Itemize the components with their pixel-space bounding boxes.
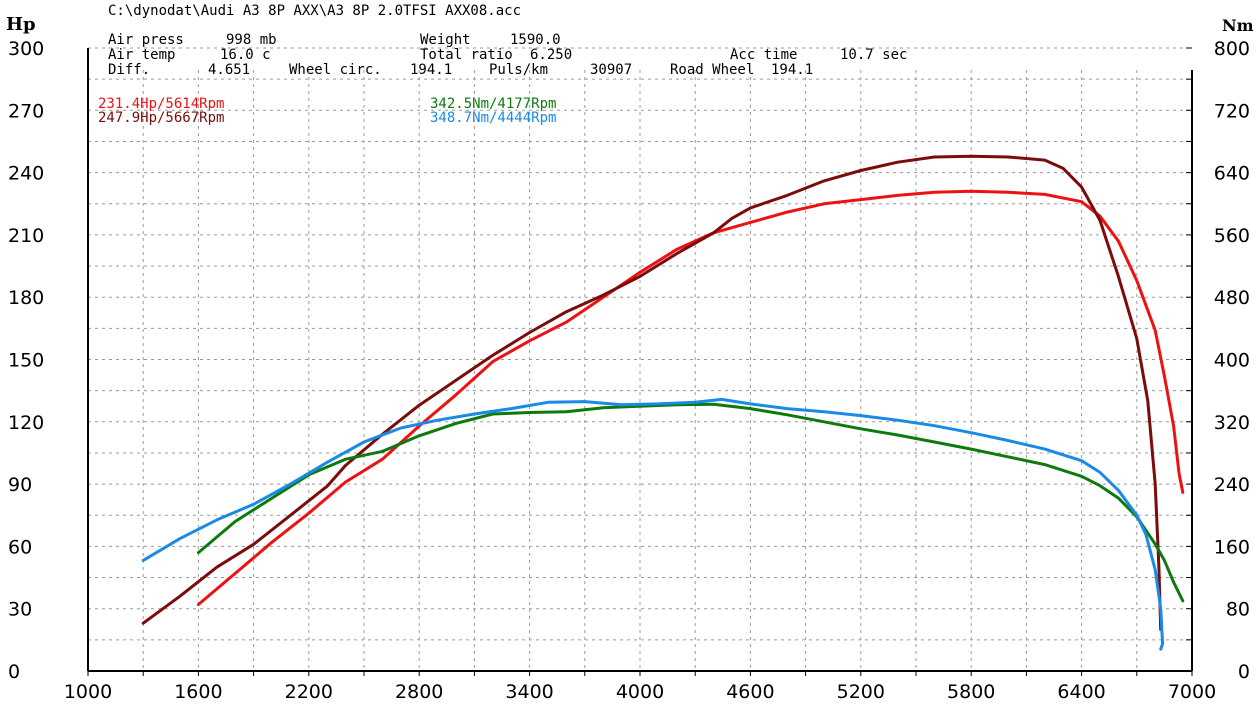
- total-ratio-value: 6.250: [530, 47, 573, 63]
- y-left-tick-label: 0: [8, 661, 20, 683]
- y-left-tick-label: 300: [8, 38, 44, 60]
- x-tick-label: 4600: [726, 681, 774, 703]
- diff-label: Diff.: [108, 62, 151, 78]
- y-left-tick-label: 210: [8, 225, 44, 247]
- x-tick-label: 3400: [505, 681, 553, 703]
- y-left-tick-label: 150: [8, 350, 44, 372]
- y-right-unit-label: Nm: [1222, 16, 1254, 35]
- acc-time-label: Acc time: [730, 47, 798, 63]
- y-left-tick-label: 60: [8, 536, 32, 558]
- series: [141, 154, 1185, 651]
- x-tick-label: 6400: [1057, 681, 1105, 703]
- road-wheel-value: 194.1: [771, 62, 814, 78]
- x-tick-label: 5200: [837, 681, 885, 703]
- x-tick-label: 2200: [285, 681, 333, 703]
- legend-hp-darkred: 247.9Hp/5667Rpm: [98, 110, 225, 126]
- x-tick-label: 4000: [616, 681, 664, 703]
- y-right-tick-label: 480: [1214, 287, 1250, 309]
- y-right-tick-label: 160: [1214, 536, 1250, 558]
- x-tick-label: 2800: [395, 681, 443, 703]
- y-left-tick-label: 240: [8, 163, 44, 185]
- y-left-tick-label: 270: [8, 100, 44, 122]
- road-wheel-label: Road Wheel: [670, 62, 755, 78]
- air-press-label: Air press: [108, 32, 184, 48]
- series-line-green: [196, 402, 1185, 603]
- legend-nm-blue: 348.7Nm/4444Rpm: [430, 110, 557, 126]
- wheel-circ-value: 194.1: [410, 62, 453, 78]
- y-right-tick-label: 0: [1238, 661, 1250, 683]
- y-right-tick-label: 800: [1214, 38, 1250, 60]
- total-ratio-label: Total ratio: [420, 47, 513, 63]
- legend-hp-red: 231.4Hp/5614Rpm: [98, 96, 225, 112]
- y-right-tick-label: 320: [1214, 412, 1250, 434]
- air-press-value: 998 mb: [226, 32, 277, 48]
- y-left-tick-label: 180: [8, 287, 44, 309]
- y-left-tick-label: 30: [8, 599, 32, 621]
- air-temp-value: 16.0 c: [220, 47, 271, 63]
- y-left-tick-label: 90: [8, 474, 32, 496]
- tick-labels: 0 30 60 90 120 150 180 210 240 270 300 0 80 160 240 320…: [8, 38, 1250, 703]
- weight-value: 1590.0: [510, 32, 561, 48]
- weight-label: Weight: [420, 32, 471, 48]
- y-right-tick-label: 80: [1226, 599, 1250, 621]
- series-line-blue: [141, 397, 1165, 651]
- series-line-red: [196, 189, 1185, 606]
- legend-nm-green: 342.5Nm/4177Rpm: [430, 96, 557, 112]
- acc-time-value: 10.7 sec: [840, 47, 908, 63]
- diff-value: 4.651: [208, 62, 251, 78]
- file-path: C:\dynodat\Audi A3 8P AXX\A3 8P 2.0TFSI …: [108, 3, 522, 19]
- wheel-circ-label: Wheel circ.: [289, 62, 382, 78]
- y-right-tick-label: 560: [1214, 225, 1250, 247]
- x-tick-label: 7000: [1168, 681, 1216, 703]
- x-tick-label: 1000: [64, 681, 112, 703]
- puls-value: 30907: [590, 62, 633, 78]
- series-line-darkred: [141, 154, 1163, 631]
- y-right-tick-label: 640: [1214, 163, 1250, 185]
- axes: [87, 47, 1193, 676]
- grid: [88, 47, 1193, 671]
- puls-label: Puls/km: [489, 62, 549, 78]
- y-right-tick-label: 720: [1214, 100, 1250, 122]
- y-right-tick-label: 240: [1214, 474, 1250, 496]
- x-tick-label: 1600: [174, 681, 222, 703]
- y-right-tick-label: 400: [1214, 350, 1250, 372]
- air-temp-label: Air temp: [108, 47, 176, 63]
- x-tick-label: 5800: [947, 681, 995, 703]
- y-left-unit-label: Hp: [6, 14, 36, 35]
- y-left-tick-label: 120: [8, 412, 44, 434]
